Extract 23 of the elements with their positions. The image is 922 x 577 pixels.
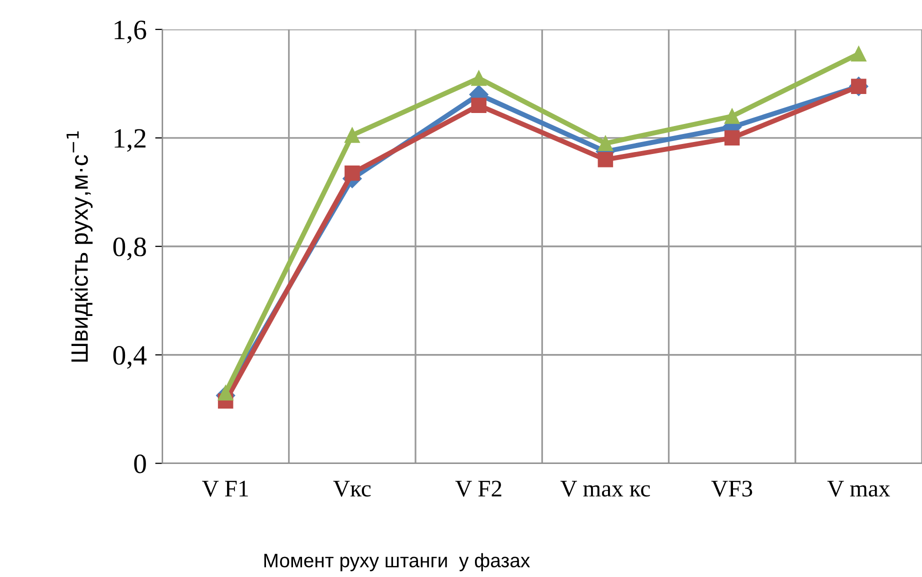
x-tick-label: V F2 (455, 480, 502, 497)
point (724, 130, 740, 146)
point (471, 70, 486, 86)
y-tick-label: 1,2 (114, 129, 146, 152)
x-tick-label: V max (827, 480, 890, 497)
point (598, 152, 614, 168)
point (598, 136, 614, 151)
y-tick-label: 1,6 (114, 20, 146, 44)
y-tick-label: 0,4 (113, 346, 147, 369)
point (344, 166, 360, 181)
y-tick-label: 0 (134, 454, 146, 474)
x-axis-title: Момент руху штанги у фазах (264, 553, 530, 572)
x-tick-label: V max кс (560, 480, 650, 497)
x-tick-label: VF3 (711, 480, 752, 497)
point (344, 128, 360, 143)
x-tick-label: Vкс (333, 480, 371, 497)
y-tick-label: 0,8 (113, 238, 146, 260)
point (218, 385, 234, 400)
point (851, 46, 866, 62)
y-axis-title: Швидкість руху,м·с$^{−1}$ (66, 131, 93, 362)
point (471, 98, 486, 113)
x-tick-label: V F1 (202, 480, 248, 497)
point (724, 108, 740, 124)
